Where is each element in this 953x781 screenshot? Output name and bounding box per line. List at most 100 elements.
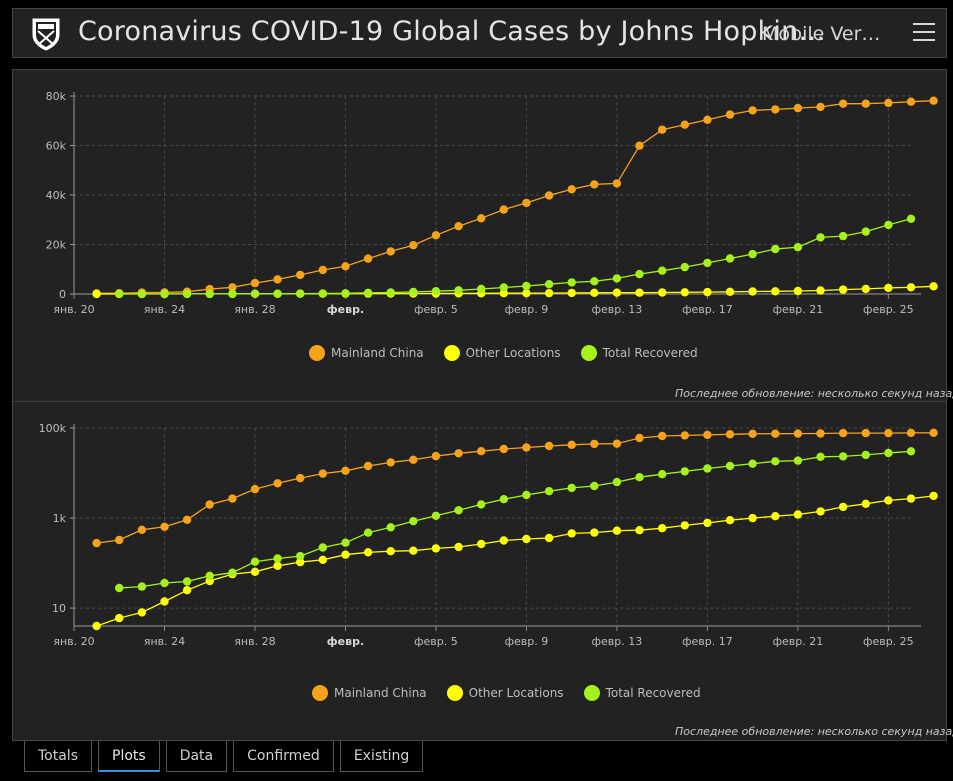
data-point[interactable]	[228, 289, 237, 298]
data-point[interactable]	[386, 523, 395, 532]
data-point[interactable]	[590, 528, 599, 537]
data-point[interactable]	[544, 533, 554, 543]
data-point[interactable]	[861, 499, 870, 508]
data-point[interactable]	[771, 105, 780, 114]
data-point[interactable]	[137, 608, 147, 617]
data-point[interactable]	[635, 288, 644, 297]
data-point[interactable]	[341, 550, 350, 559]
data-point[interactable]	[838, 285, 848, 294]
tab-totals[interactable]: Totals	[24, 741, 92, 772]
data-point[interactable]	[725, 287, 735, 296]
data-point[interactable]	[816, 452, 825, 461]
data-point[interactable]	[273, 289, 282, 298]
data-point[interactable]	[658, 288, 667, 297]
data-point[interactable]	[409, 517, 418, 526]
data-point[interactable]	[522, 443, 531, 452]
data-point[interactable]	[499, 205, 508, 214]
data-point[interactable]	[635, 473, 644, 482]
data-point[interactable]	[160, 522, 169, 531]
data-point[interactable]	[929, 491, 938, 501]
data-point[interactable]	[318, 265, 327, 275]
data-point[interactable]	[906, 428, 916, 438]
data-point[interactable]	[703, 518, 712, 528]
data-point[interactable]	[544, 288, 554, 298]
data-point[interactable]	[250, 567, 260, 576]
data-point[interactable]	[92, 621, 101, 631]
data-point[interactable]	[205, 500, 214, 509]
data-point[interactable]	[477, 500, 486, 509]
data-point[interactable]	[725, 110, 735, 119]
data-point[interactable]	[160, 289, 169, 299]
data-point[interactable]	[635, 269, 644, 279]
data-point[interactable]	[273, 275, 282, 284]
legend-item-total-recovered[interactable]: Total Recovered	[580, 345, 698, 361]
data-point[interactable]	[748, 513, 757, 523]
data-point[interactable]	[703, 287, 712, 297]
data-point[interactable]	[884, 98, 893, 108]
data-point[interactable]	[250, 484, 260, 494]
data-point[interactable]	[115, 289, 124, 299]
data-point[interactable]	[92, 289, 101, 299]
data-point[interactable]	[386, 247, 395, 256]
data-point[interactable]	[454, 222, 463, 231]
data-point[interactable]	[341, 262, 350, 271]
data-point[interactable]	[296, 551, 305, 561]
data-point[interactable]	[861, 99, 870, 108]
data-point[interactable]	[363, 528, 373, 537]
data-point[interactable]	[137, 289, 147, 299]
data-point[interactable]	[906, 214, 916, 223]
data-point[interactable]	[454, 286, 463, 295]
data-point[interactable]	[635, 526, 644, 535]
data-point[interactable]	[771, 244, 780, 254]
data-point[interactable]	[838, 502, 848, 512]
data-point[interactable]	[793, 286, 803, 296]
data-point[interactable]	[590, 180, 599, 189]
data-point[interactable]	[228, 494, 237, 503]
legend-item-mainland-china[interactable]: Mainland China	[312, 685, 427, 701]
legend-item-other-locations[interactable]: Other Locations	[446, 685, 564, 701]
data-point[interactable]	[748, 459, 757, 468]
data-point[interactable]	[454, 449, 463, 458]
legend-item-other-locations[interactable]: Other Locations	[443, 345, 561, 361]
data-point[interactable]	[929, 428, 938, 437]
data-point[interactable]	[431, 544, 441, 553]
data-point[interactable]	[544, 191, 554, 200]
data-point[interactable]	[861, 450, 870, 460]
data-point[interactable]	[567, 288, 576, 298]
data-point[interactable]	[861, 227, 870, 236]
data-point[interactable]	[477, 214, 486, 223]
data-point[interactable]	[363, 461, 373, 471]
data-point[interactable]	[680, 288, 689, 297]
data-point[interactable]	[884, 496, 893, 505]
data-point[interactable]	[680, 120, 689, 129]
data-point[interactable]	[567, 440, 576, 449]
tab-data[interactable]: Data	[165, 741, 228, 772]
data-point[interactable]	[680, 521, 689, 530]
data-point[interactable]	[250, 289, 260, 298]
data-point[interactable]	[612, 526, 622, 535]
data-point[interactable]	[318, 469, 327, 478]
data-point[interactable]	[567, 483, 576, 493]
data-point[interactable]	[499, 444, 508, 454]
data-point[interactable]	[658, 125, 667, 134]
data-point[interactable]	[567, 185, 576, 194]
data-point[interactable]	[816, 507, 825, 516]
data-point[interactable]	[522, 289, 531, 298]
data-point[interactable]	[793, 103, 803, 113]
data-point[interactable]	[703, 430, 712, 440]
data-point[interactable]	[454, 506, 463, 515]
data-point[interactable]	[409, 241, 418, 250]
data-point[interactable]	[386, 458, 395, 467]
data-point[interactable]	[409, 287, 418, 297]
legend-item-mainland-china[interactable]: Mainland China	[309, 345, 424, 361]
data-point[interactable]	[499, 495, 508, 504]
data-point[interactable]	[725, 516, 735, 525]
tab-confirmed[interactable]: Confirmed	[233, 741, 334, 772]
data-point[interactable]	[477, 447, 486, 456]
data-point[interactable]	[906, 283, 916, 292]
data-point[interactable]	[431, 231, 441, 240]
data-point[interactable]	[431, 511, 441, 520]
data-point[interactable]	[658, 524, 667, 533]
data-point[interactable]	[748, 106, 757, 115]
data-point[interactable]	[771, 457, 780, 466]
